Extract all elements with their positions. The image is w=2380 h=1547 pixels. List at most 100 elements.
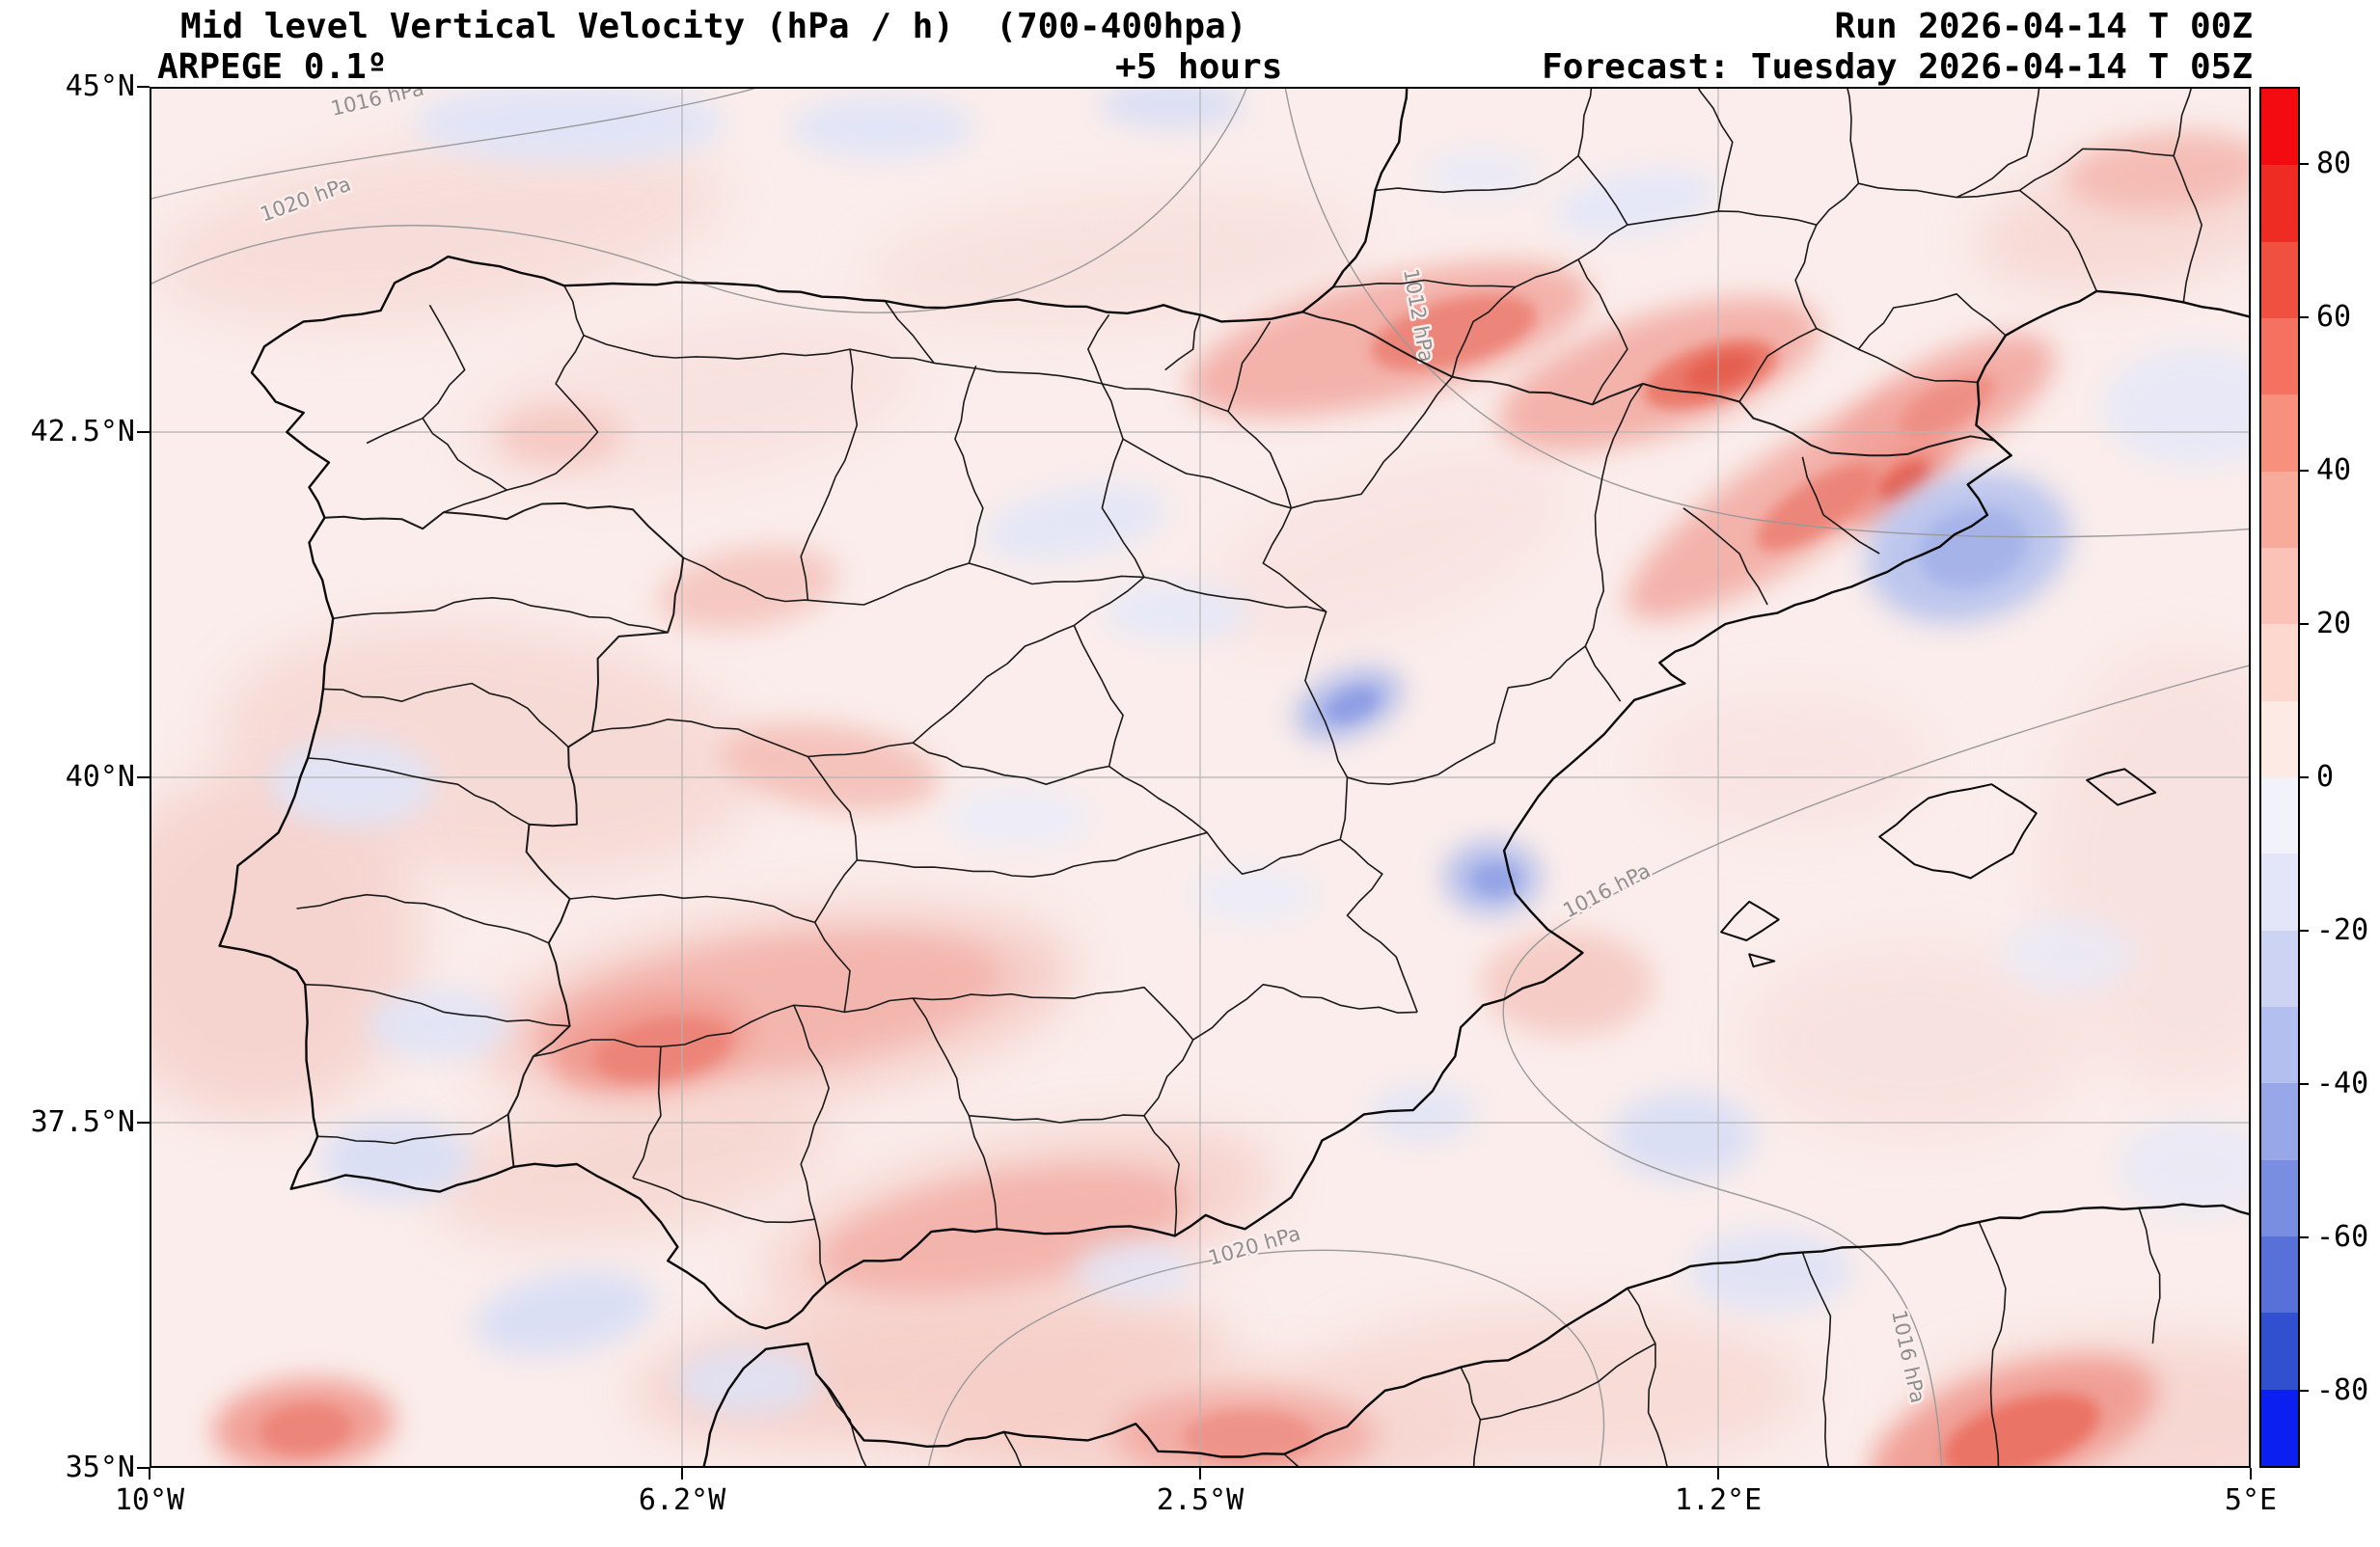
lon-label-5e: 5°E — [2224, 1483, 2278, 1517]
colorbar-band — [2261, 1235, 2298, 1314]
border-path — [793, 1004, 830, 1285]
border-path — [1696, 87, 1734, 212]
border-path — [1748, 953, 1776, 968]
border-path — [1801, 456, 1880, 555]
border-path — [1347, 645, 1586, 785]
border-path — [1262, 507, 1349, 778]
border-path — [1101, 383, 1292, 509]
border-path — [1101, 438, 1145, 578]
border-path — [308, 757, 530, 826]
field-blob — [1327, 688, 1379, 722]
border-path — [1956, 189, 2098, 292]
colorbar-tickmark — [2300, 930, 2309, 933]
colorbar-band — [2261, 1389, 2298, 1466]
border-path — [969, 1039, 1194, 1124]
colorbar-tickmark — [2300, 1390, 2309, 1393]
border-path — [1857, 293, 2007, 350]
lon-tickmark — [149, 1468, 150, 1479]
forecast-label: Forecast: Tuesday 2026-04-14 T 05Z — [1542, 47, 2253, 87]
colorbar-tick-label: 80 — [2316, 146, 2352, 180]
border-path — [1164, 314, 1201, 371]
colorbar-tick: -40 — [2300, 1068, 2368, 1100]
border-path — [583, 335, 1229, 413]
lon-label-10w: 10°W — [114, 1483, 185, 1517]
field-blob — [1611, 1092, 1756, 1181]
field-blob — [1684, 351, 1756, 390]
field-blob — [1370, 1085, 1476, 1143]
colorbar-band — [2261, 930, 2298, 1007]
colorbar-band — [2261, 854, 2298, 931]
isobar-lines — [150, 87, 2251, 1468]
lon-label-6-2w: 6.2°W — [638, 1483, 726, 1517]
colorbar-tick-label: 20 — [2316, 606, 2352, 640]
border-path — [324, 502, 685, 1167]
field-blob — [1554, 169, 1716, 236]
field-blob — [367, 990, 511, 1059]
border-path — [1003, 1431, 1023, 1468]
border-path — [1332, 155, 1628, 288]
field-blob — [151, 136, 726, 327]
border-path — [632, 1046, 662, 1179]
lat-tickmark — [137, 776, 150, 778]
field-blob — [320, 1119, 471, 1200]
colorbar-tick: 60 — [2300, 299, 2352, 334]
map-plot: 1016 hPa 1020 hPa 1012 hPa 1016 hPa 1020… — [150, 87, 2251, 1468]
border-path — [1878, 783, 2038, 880]
colorbar-tick: 0 — [2300, 761, 2334, 794]
field-blob — [1942, 1393, 2100, 1468]
colorbar-tick-label: 40 — [2316, 452, 2352, 487]
border-path — [912, 997, 971, 1117]
colorbar — [2259, 87, 2300, 1468]
lon-tickmark — [2250, 1468, 2252, 1479]
plot-frame — [150, 87, 2251, 1468]
border-path — [1627, 1288, 1669, 1468]
field-blob — [1878, 460, 1929, 501]
field-blob — [1918, 507, 2028, 588]
border-path — [968, 1115, 999, 1230]
field-blob — [791, 96, 974, 158]
colorbar-tickmark — [2300, 1236, 2309, 1239]
colorbar-band — [2261, 1313, 2298, 1390]
border-path — [322, 682, 569, 748]
border-path — [591, 719, 808, 758]
lat-label-45: 45°N — [65, 69, 135, 103]
colorbar-tick-label: 60 — [2316, 299, 2352, 334]
lon-tickmark — [1199, 1468, 1201, 1479]
lat-tickmark — [137, 431, 150, 433]
border-path — [1108, 765, 1341, 875]
border-path — [912, 625, 1124, 785]
colorbar-tickmark — [2300, 622, 2309, 625]
border-path — [1375, 87, 1593, 194]
border-path — [800, 348, 859, 601]
field-blob — [1074, 1242, 1193, 1300]
field-blob — [2118, 1119, 2251, 1215]
colorbar-band — [2261, 471, 2298, 548]
colorbar-tickmark — [2300, 469, 2309, 472]
colorbar-band — [2261, 624, 2298, 701]
lat-label-40: 40°N — [65, 760, 135, 794]
border-path — [2086, 768, 2157, 806]
border-path — [443, 285, 599, 513]
colorbar-tick: -60 — [2300, 1221, 2368, 1254]
lat-label-37-5: 37.5°N — [30, 1105, 135, 1139]
lon-label-2-5w: 2.5°W — [1156, 1483, 1245, 1517]
field-blob — [474, 1270, 655, 1357]
colorbar-tickmark — [2300, 315, 2309, 318]
border-path — [807, 756, 859, 1013]
border-path — [569, 893, 815, 924]
border-path — [632, 1177, 815, 1224]
border-path — [969, 562, 1144, 585]
colorbar-band — [2261, 700, 2298, 777]
colorbar-band — [2261, 776, 2298, 855]
border-path — [1480, 1343, 1656, 1421]
colorbar-band — [2261, 165, 2298, 242]
border-path — [1143, 1115, 1180, 1236]
admin-borders — [296, 87, 2202, 1468]
field-blob — [675, 1346, 820, 1416]
lon-tickmark — [1717, 1468, 1719, 1479]
border-path — [807, 576, 1145, 758]
field-blob — [270, 739, 434, 828]
border-path — [1858, 87, 2040, 199]
border-path — [2173, 87, 2202, 303]
